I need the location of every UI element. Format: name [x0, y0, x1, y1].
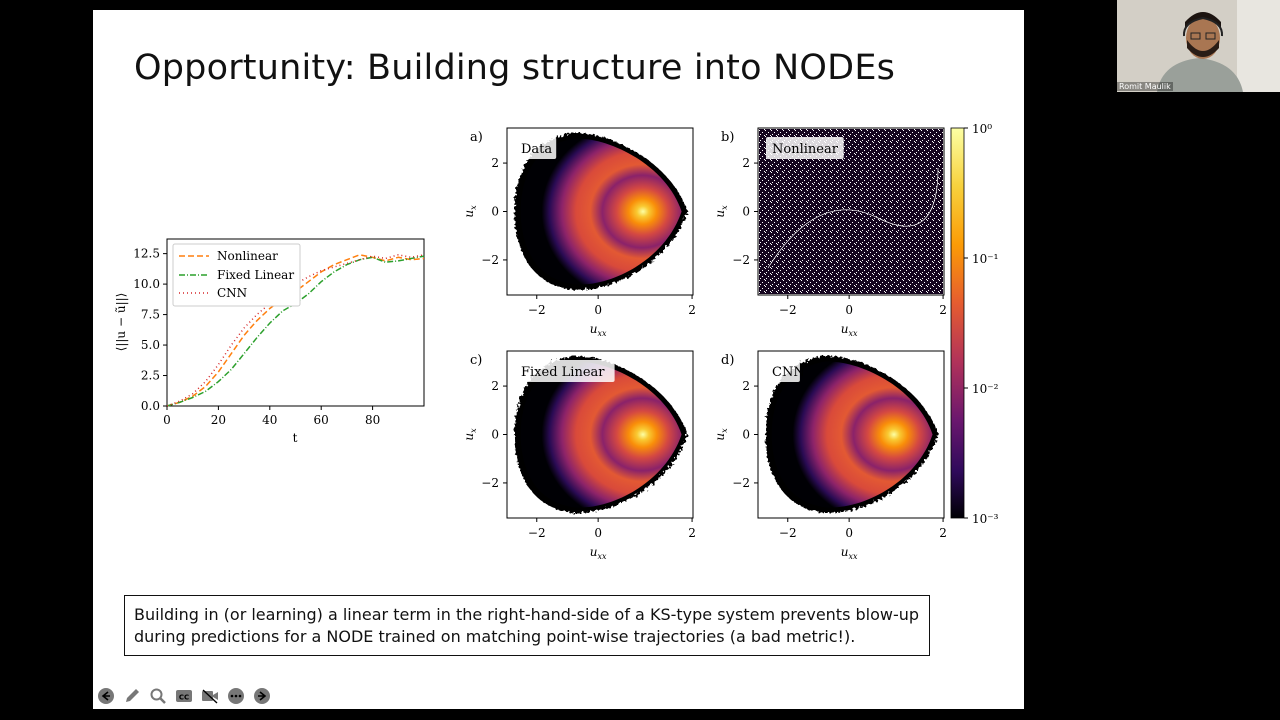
- y-tick-label: 12.5: [133, 247, 160, 261]
- panel-name: Fixed Linear: [521, 365, 605, 380]
- y-axis-label: ux: [462, 205, 478, 218]
- x-tick-label: 20: [211, 413, 226, 427]
- x-tick-label: 60: [314, 413, 329, 427]
- heatmap-density: [520, 361, 682, 508]
- legend-nonlinear: Nonlinear: [217, 249, 278, 263]
- panel-letter: c): [470, 353, 482, 368]
- x-axis-label: uxx: [590, 322, 607, 338]
- x-tick-label: 2: [939, 526, 947, 540]
- x-tick-label: 80: [365, 413, 380, 427]
- y-tick-label: 7.5: [141, 308, 160, 322]
- y-tick-label: −2: [732, 476, 750, 490]
- x-tick-label: 0: [594, 526, 602, 540]
- colorbar: 10⁰ 10⁻¹ 10⁻² 10⁻³: [950, 122, 999, 526]
- x-tick-label: 2: [688, 526, 696, 540]
- y-tick-label: 2: [742, 379, 750, 393]
- colorbar-tick-label: 10⁻¹: [972, 252, 998, 266]
- x-axis-label: uxx: [841, 322, 858, 338]
- colorbar-tick-label: 10⁰: [972, 122, 992, 136]
- slide: Opportunity: Building structure into NOD…: [93, 10, 1024, 709]
- more-icon[interactable]: [226, 686, 246, 706]
- y-tick-label: 0: [742, 205, 750, 219]
- heatmap-panel-nonlinear: Nonlinear b) −2 0 2 2 0 −2 uxx ux: [713, 127, 947, 338]
- heatmap-noise-trace: [767, 167, 939, 269]
- y-tick-label: 2: [491, 379, 499, 393]
- panel-letter: d): [721, 353, 734, 368]
- y-tick-label: 10.0: [133, 277, 160, 291]
- y-axis-label: ux: [462, 428, 478, 441]
- participant-video: [1117, 0, 1280, 92]
- zoom-icon[interactable]: [148, 686, 168, 706]
- x-axis-label: uxx: [590, 545, 607, 561]
- x-tick-label: 40: [262, 413, 277, 427]
- y-tick-label: 0: [491, 205, 499, 219]
- x-tick-label: 0: [163, 413, 171, 427]
- colorbar-tick-label: 10⁻³: [972, 512, 999, 526]
- cc-icon[interactable]: CC: [174, 686, 194, 706]
- heatmap-density: [771, 361, 933, 508]
- y-tick-label: 0.0: [141, 399, 160, 413]
- x-tick-label: 0: [845, 526, 853, 540]
- y-axis-label: ux: [713, 428, 729, 441]
- y-tick-label: 2.5: [141, 369, 160, 383]
- y-tick-label: 2: [742, 156, 750, 170]
- next-icon[interactable]: [252, 686, 272, 706]
- prev-icon[interactable]: [96, 686, 116, 706]
- y-tick-label: −2: [481, 476, 499, 490]
- slide-title: Opportunity: Building structure into NOD…: [134, 48, 896, 88]
- heatmap-panel-fixed-linear: Fixed Linear c) −2 0 2 2 0 −2 uxx ux: [462, 350, 696, 561]
- y-tick-label: 0: [742, 428, 750, 442]
- x-tick-label: 2: [688, 303, 696, 317]
- caption-line-1: Building in (or learning) a linear term …: [134, 605, 920, 624]
- legend-cnn: CNN: [217, 286, 247, 300]
- panel-name: CNN: [772, 365, 805, 380]
- line-chart: 0 20 40 60 80 0.0 2.5 5.0 7.5 10.0 12.5 Nonlinear …: [114, 238, 425, 445]
- legend-fixed-linear: Fixed Linear: [217, 268, 294, 282]
- y-tick-label: 5.0: [141, 338, 160, 352]
- heatmap-panels: Data a) −2 0 2 2 0 −2 uxx ux Nonlinear b) −2 0 2 2 0 −2 ux…: [462, 127, 947, 561]
- line-chart-ylabel: ⟨||u − ũ||⟩: [114, 293, 128, 352]
- y-tick-label: −2: [732, 253, 750, 267]
- x-tick-label: −2: [779, 303, 797, 317]
- x-tick-label: −2: [779, 526, 797, 540]
- video-icon[interactable]: [200, 686, 220, 706]
- x-tick-label: 0: [594, 303, 602, 317]
- caption-box: Building in (or learning) a linear term …: [124, 595, 930, 656]
- figure: 0 20 40 60 800.02.55.07.510.012.5 Nonlinear …: [114, 122, 999, 561]
- participant-name: Romit Maulik: [1117, 82, 1173, 91]
- heatmap-density: [520, 138, 682, 285]
- y-tick-label: −2: [481, 253, 499, 267]
- panel-name: Nonlinear: [772, 142, 839, 157]
- x-tick-label: 0: [845, 303, 853, 317]
- panel-letter: b): [721, 130, 734, 145]
- y-axis-label: ux: [713, 205, 729, 218]
- heatmap-panel-data: Data a) −2 0 2 2 0 −2 uxx ux: [462, 127, 696, 338]
- x-tick-label: −2: [528, 526, 546, 540]
- presentation-toolbar: CC: [96, 686, 272, 706]
- colorbar-tick-label: 10⁻²: [972, 382, 999, 396]
- y-tick-label: 0: [491, 428, 499, 442]
- svg-text:CC: CC: [179, 694, 189, 702]
- caption-line-2: during predictions for a NODE trained on…: [134, 627, 856, 646]
- x-axis-label: uxx: [841, 545, 858, 561]
- panel-letter: a): [470, 130, 483, 145]
- x-tick-label: −2: [528, 303, 546, 317]
- line-chart-xlabel: t: [293, 431, 298, 445]
- panel-name: Data: [521, 142, 552, 157]
- pen-icon[interactable]: [122, 686, 142, 706]
- webcam-feed: [1117, 0, 1280, 92]
- y-tick-label: 2: [491, 156, 499, 170]
- legend: Nonlinear Fixed Linear CNN: [172, 243, 301, 307]
- x-tick-label: 2: [939, 303, 947, 317]
- heatmap-panel-cnn: CNN d) −2 0 2 2 0 −2 uxx ux: [713, 350, 947, 561]
